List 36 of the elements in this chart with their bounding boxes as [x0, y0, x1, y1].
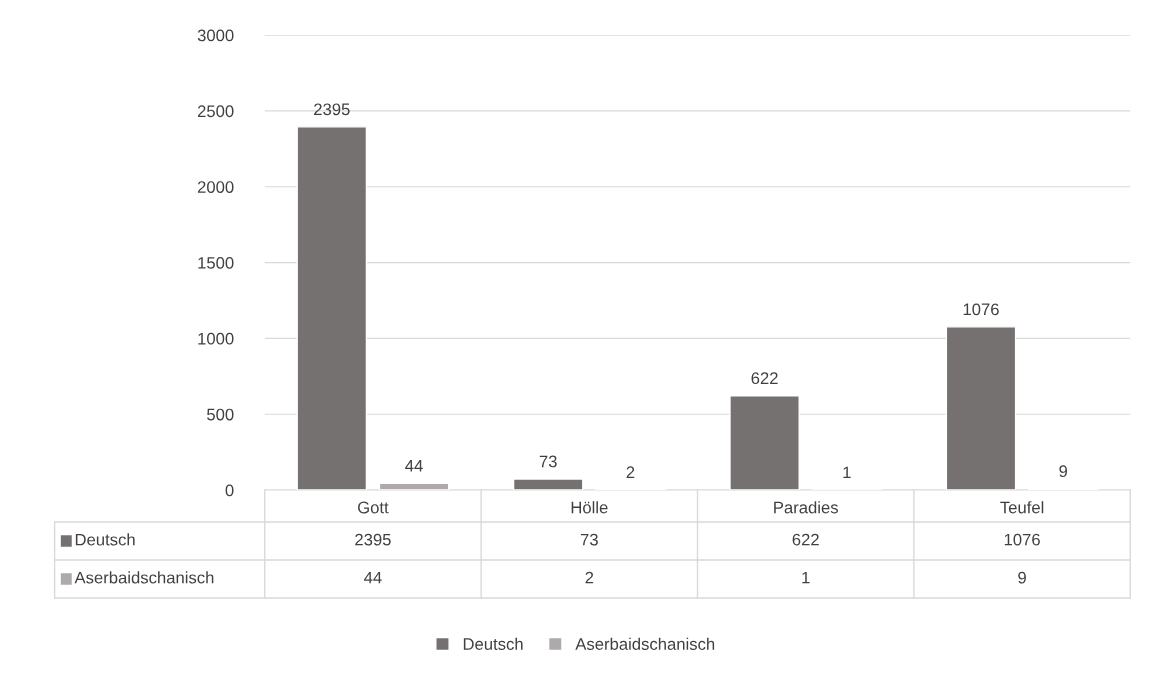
- y-tick-label: 2500: [197, 105, 234, 118]
- x-tick-label: Paradies: [774, 501, 838, 514]
- text: Aserbaidschanisch: [74, 571, 214, 584]
- data-label: 622: [751, 372, 778, 385]
- bar: [296, 126, 368, 491]
- text: 9: [1018, 571, 1026, 584]
- text: 44: [364, 571, 382, 584]
- text: 1: [802, 571, 810, 584]
- bar: [512, 478, 584, 491]
- data-label: 2: [626, 466, 635, 478]
- y-tick-label: 1500: [198, 256, 234, 269]
- bar: [945, 326, 1017, 491]
- data-label: 73: [539, 455, 557, 468]
- y-tick-label: 3000: [197, 29, 234, 42]
- data-label: 1076: [963, 303, 999, 316]
- text: 2395: [355, 533, 391, 546]
- x-tick-label: Hölle: [571, 501, 608, 514]
- x-tick-label: Gott: [358, 501, 389, 514]
- data-label: 2395: [314, 103, 350, 116]
- data-label: 44: [405, 460, 423, 472]
- text: 73: [580, 533, 598, 546]
- y-tick-label: 0: [225, 484, 234, 497]
- data-label: 9: [1059, 465, 1068, 478]
- x-tick-label: Teufel: [1000, 501, 1044, 514]
- legend-label: Aserbaidschanisch: [575, 637, 715, 650]
- text: 622: [792, 533, 819, 546]
- text: 1076: [1004, 533, 1040, 546]
- text: 2: [585, 571, 594, 584]
- bar: [729, 395, 800, 491]
- text: Deutsch: [75, 533, 135, 546]
- y-tick-label: 1000: [198, 332, 234, 345]
- y-tick-label: 500: [207, 408, 234, 421]
- data-label: 1: [843, 466, 851, 479]
- y-tick-label: 2000: [197, 181, 234, 193]
- bar: [378, 482, 450, 491]
- legend-label: Deutsch: [463, 637, 523, 650]
